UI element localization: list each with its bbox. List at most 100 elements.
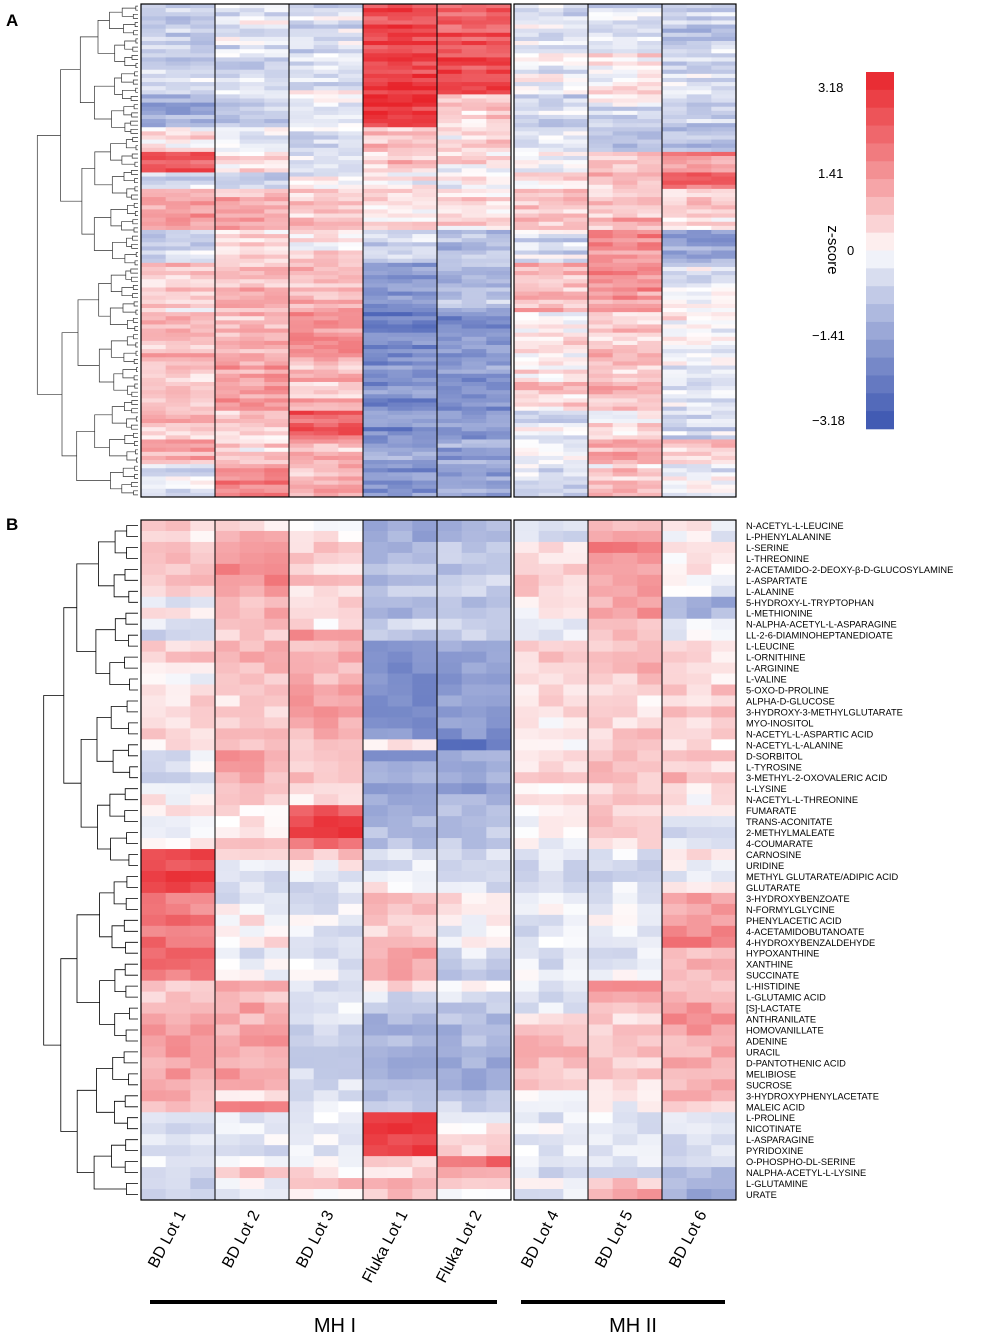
heatmap-a-cell: [387, 480, 413, 486]
heatmap-a-cell: [313, 123, 339, 128]
heatmap-a-cell: [563, 394, 589, 399]
lot-labels: BD Lot 1 BD Lot 2 BD Lot 3 Fluka Lot 1 Fluka…: [145, 1208, 710, 1286]
heatmap-a-cell: [486, 180, 512, 186]
heatmap-a-cell: [165, 476, 191, 481]
heatmap-a-cell: [637, 439, 663, 444]
heatmap-b-cell: [338, 1189, 364, 1201]
heatmap-b-cell: [588, 706, 614, 718]
heatmap-b-cell: [215, 520, 241, 532]
heatmap-a-cell: [141, 377, 167, 383]
dendrogram-a-branch: [135, 38, 138, 44]
heatmap-a-cell: [264, 332, 290, 338]
heatmap-a-cell: [514, 90, 540, 95]
colorbar-step: [866, 268, 894, 287]
heatmap-a-cell: [387, 57, 413, 62]
heatmap-a-cell: [538, 57, 564, 62]
heatmap-a-cell: [514, 114, 540, 120]
heatmap-a-cell: [387, 65, 413, 71]
heatmap-a-cell: [165, 94, 191, 99]
heatmap-b-cell: [387, 914, 413, 927]
heatmap-b-cell: [239, 1156, 265, 1168]
heatmap-a-cell: [637, 451, 663, 457]
heatmap-b-cell: [486, 607, 512, 620]
heatmap-a-cell: [486, 28, 512, 34]
heatmap-b-cell: [264, 607, 290, 620]
heatmap-a-cell: [588, 418, 614, 424]
heatmap-b-cell: [461, 892, 487, 905]
heatmap-a-cell: [412, 455, 438, 461]
heatmap-a-cell: [538, 468, 564, 473]
heatmap-a-cell: [289, 373, 315, 379]
heatmap-a-cell: [563, 410, 589, 416]
heatmap-a-cell: [239, 353, 265, 358]
heatmap-b-cell: [313, 1123, 339, 1135]
heatmap-a-cell: [711, 266, 737, 272]
heatmap-a-cell: [215, 423, 241, 428]
heatmap-a-cell: [486, 357, 512, 362]
heatmap-b-cell: [190, 991, 216, 1003]
heatmap-b-cell: [239, 794, 265, 806]
heatmap-a-cell: [239, 349, 265, 354]
heatmap-b-cell: [514, 541, 540, 554]
heatmap-a-cell: [538, 49, 564, 54]
heatmap-a-cell: [612, 176, 638, 182]
heatmap-a-cell: [563, 414, 589, 420]
heatmap-a-cell: [637, 151, 663, 157]
heatmap-a-cell: [190, 472, 216, 477]
heatmap-a-cell: [264, 127, 290, 132]
heatmap-a-cell: [215, 455, 241, 461]
heatmap-a-cell: [165, 45, 191, 50]
dendrogram-a-branch: [126, 451, 137, 461]
heatmap-a-cell: [588, 209, 614, 214]
heatmap-b-cell: [437, 541, 463, 554]
heatmap-a-cell: [141, 69, 167, 75]
heatmap-b-cell: [141, 1079, 167, 1091]
heatmap-b-cell: [686, 706, 712, 718]
heatmap-b-cell: [215, 980, 241, 993]
heatmap-a-cell: [289, 254, 315, 260]
heatmap-b-cell: [387, 520, 413, 532]
heatmap-b-cell: [239, 728, 265, 740]
heatmap-a-cell: [514, 336, 540, 342]
heatmap-b-cell: [215, 1002, 241, 1014]
heatmap-a-cell: [563, 201, 589, 206]
heatmap-a-cell: [264, 386, 290, 391]
heatmap-a-cell: [563, 484, 589, 490]
heatmap-a-cell: [461, 119, 487, 124]
heatmap-a-cell: [514, 82, 540, 87]
heatmap-a-cell: [387, 258, 413, 264]
heatmap-b-cell: [264, 1123, 290, 1135]
heatmap-a-cell: [538, 435, 564, 440]
heatmap-a-cell: [412, 234, 438, 239]
heatmap-b-cell: [538, 1178, 564, 1190]
heatmap-b-cell: [563, 1123, 589, 1135]
heatmap-a-cell: [215, 106, 241, 112]
dendrogram-b-branch: [124, 569, 138, 581]
heatmap-a-cell: [289, 61, 315, 67]
heatmap-a-cell: [363, 291, 389, 297]
heatmap-b-cell: [461, 596, 487, 609]
dendrogram-a-branch: [61, 332, 78, 457]
heatmap-a-cell: [637, 303, 663, 309]
heatmap-a-cell: [289, 147, 315, 153]
heatmap-b-cell: [239, 805, 265, 817]
heatmap-a-cell: [612, 344, 638, 350]
dendrogram-b-branch: [125, 985, 138, 998]
heatmap-b-cell: [412, 1046, 438, 1058]
dendrogram-b-branch: [124, 963, 138, 976]
heatmap-b-cell: [486, 750, 512, 762]
lot-label: BD Lot 2: [219, 1208, 263, 1271]
heatmap-a-cell: [239, 217, 265, 223]
heatmap-b-cell: [514, 860, 540, 872]
heatmap-a-cell: [239, 184, 265, 190]
heatmap-a-cell: [437, 464, 463, 469]
heatmap-a-cell: [264, 24, 290, 30]
heatmap-a-cell: [662, 386, 688, 391]
heatmap-a-cell: [239, 238, 265, 243]
heatmap-a-cell: [165, 160, 191, 165]
heatmap-b-cell: [264, 991, 290, 1003]
heatmap-b-cell: [363, 1046, 389, 1058]
heatmap-a-cell: [165, 172, 191, 177]
heatmap-a-cell: [563, 151, 589, 157]
heatmap-b-cell: [165, 1178, 191, 1190]
